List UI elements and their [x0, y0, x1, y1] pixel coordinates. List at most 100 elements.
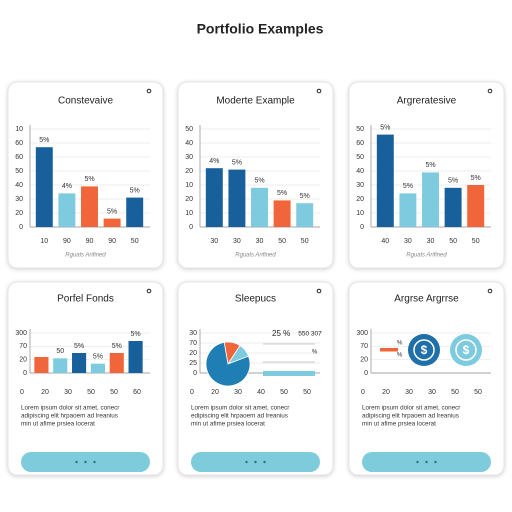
y-tick-label: 10 [185, 182, 193, 189]
x-tick-label: 30 [210, 238, 218, 245]
icon-ring [413, 339, 435, 361]
card-text: Lorem ipsum dolor sit amet, conecr [362, 405, 460, 412]
x-tick-label: 50 [131, 238, 139, 245]
y-tick-label: 300 [356, 330, 368, 337]
bar [81, 186, 98, 227]
x-tick-label: 50 [449, 238, 457, 245]
bar-label: 5% [107, 208, 117, 215]
y-tick-label: 30 [185, 154, 193, 161]
x-tick-label: 50 [472, 238, 480, 245]
card-text: adipiscing elit hrpaoem ad lreanius [362, 413, 459, 420]
card-dot [146, 88, 152, 94]
bar-label: 5% [425, 162, 435, 169]
card: Constevaive 0 20 30 40 50 60 60 10 5% 10 4% 90 5% 90 5%… [7, 81, 164, 269]
x-tick-label: 90 [86, 238, 94, 245]
bar-label: 5% [232, 159, 242, 166]
annotation: % [312, 350, 318, 356]
bar [90, 363, 105, 373]
card: Porfel Fonds 0 20 70 300 50 5% 5% 5% 5% 0 20 30 50 50 6… [7, 281, 164, 476]
y-tick-label: 50 [15, 168, 23, 175]
annotation: % [397, 353, 403, 359]
bar [35, 147, 53, 227]
y-tick-label: 50 [185, 126, 193, 133]
x-tick-label: 0 [361, 389, 365, 396]
bar [128, 341, 143, 373]
x-tick-label: 90 [108, 238, 116, 245]
y-tick-label: 10 [356, 210, 364, 217]
bar-label: 5% [403, 183, 413, 190]
icon-symbol: $ [421, 343, 428, 357]
annotation: % [397, 341, 403, 347]
button-dot [416, 460, 419, 464]
button-dot [245, 460, 248, 464]
y-tick-label: 60 [356, 140, 364, 147]
bar-label: 5% [130, 187, 140, 194]
card-background [7, 281, 164, 476]
card: Argrse Argrrse 0 20 70 300 0 20 30 30 50 50%% $ $ Lor… [348, 281, 505, 476]
y-tick-label: 20 [185, 168, 193, 175]
x-tick-label: 30 [427, 238, 435, 245]
page-title: Portfolio Examples [197, 21, 324, 37]
bar-label: 5% [112, 343, 122, 350]
y-tick-label: 20 [15, 210, 23, 217]
bar [103, 218, 121, 227]
x-tick-label: 50 [110, 389, 118, 396]
card-caption: Rguals Arifined [65, 253, 106, 259]
card-title: Constevaive [58, 96, 113, 107]
bar [109, 353, 124, 373]
icon-circle [450, 334, 482, 366]
y-tick-label: 40 [15, 182, 23, 189]
button-dot [425, 460, 428, 464]
bar [399, 193, 417, 227]
button-dot [254, 460, 257, 464]
y-tick-label: 0 [189, 224, 193, 231]
x-tick-label: 30 [404, 238, 412, 245]
bar-label: 4% [62, 183, 72, 190]
y-tick-label: 20 [185, 196, 193, 203]
y-tick-label: 20 [356, 196, 364, 203]
x-tick-label: 30 [233, 238, 241, 245]
y-tick-label: 40 [185, 140, 193, 147]
card-title: Porfel Fonds [57, 294, 114, 305]
y-tick-label: 20 [360, 357, 368, 364]
x-tick-label: 20 [382, 389, 390, 396]
icon-ring [455, 339, 477, 361]
bar-label: 4% [209, 158, 219, 165]
card-title: Argreratesive [397, 96, 457, 107]
card-dot [316, 88, 322, 94]
card-text: edipiscing elit hrpaoem ad lreanius [191, 413, 288, 420]
x-tick-label: 50 [451, 389, 459, 396]
y-tick-label: 300 [15, 330, 27, 337]
card-dot [316, 288, 322, 294]
card: Moderte Example 0 10 20 10 20 30 40 50 4% 30 5% 30 5%… [177, 81, 334, 269]
bar-label: 50 [56, 348, 64, 355]
card-title: Moderte Example [216, 96, 295, 107]
y-tick-label: 0 [364, 370, 368, 377]
annotation: 25 % [272, 329, 290, 338]
button-dot [75, 460, 78, 464]
pie-slice [205, 341, 251, 387]
y-tick-label: 0 [360, 224, 364, 231]
x-tick-label: 50 [474, 389, 482, 396]
card-title: Sleepucs [235, 294, 276, 305]
y-tick-label: 40 [356, 168, 364, 175]
card-caption: Rguals Arifined [406, 253, 447, 259]
card: Sleepucs 0 25 20 70 30 0 20 30 40 50 50 25 % 550 307%… [177, 281, 334, 476]
bar-label: 5% [300, 193, 310, 200]
bar [228, 169, 246, 227]
y-tick-label: 60 [15, 154, 23, 161]
card-dot [487, 88, 493, 94]
x-tick-label: 20 [211, 389, 219, 396]
card-text: adipiscing elit hrpaoem ad lreanius [21, 413, 118, 420]
bar [422, 172, 439, 227]
card-text: min ut afime prsiea locerat [191, 421, 265, 428]
button-dot [84, 460, 87, 464]
bar [72, 353, 87, 373]
card: Argreratesive 0 10 20 30 40 50 60 50 5% 40 5% 30 5% 30… [348, 81, 505, 269]
bar [467, 185, 485, 227]
y-tick-label: 10 [185, 210, 193, 217]
x-tick-label: 50 [303, 389, 311, 396]
y-tick-label: 60 [15, 140, 23, 147]
card-dot [146, 288, 152, 294]
